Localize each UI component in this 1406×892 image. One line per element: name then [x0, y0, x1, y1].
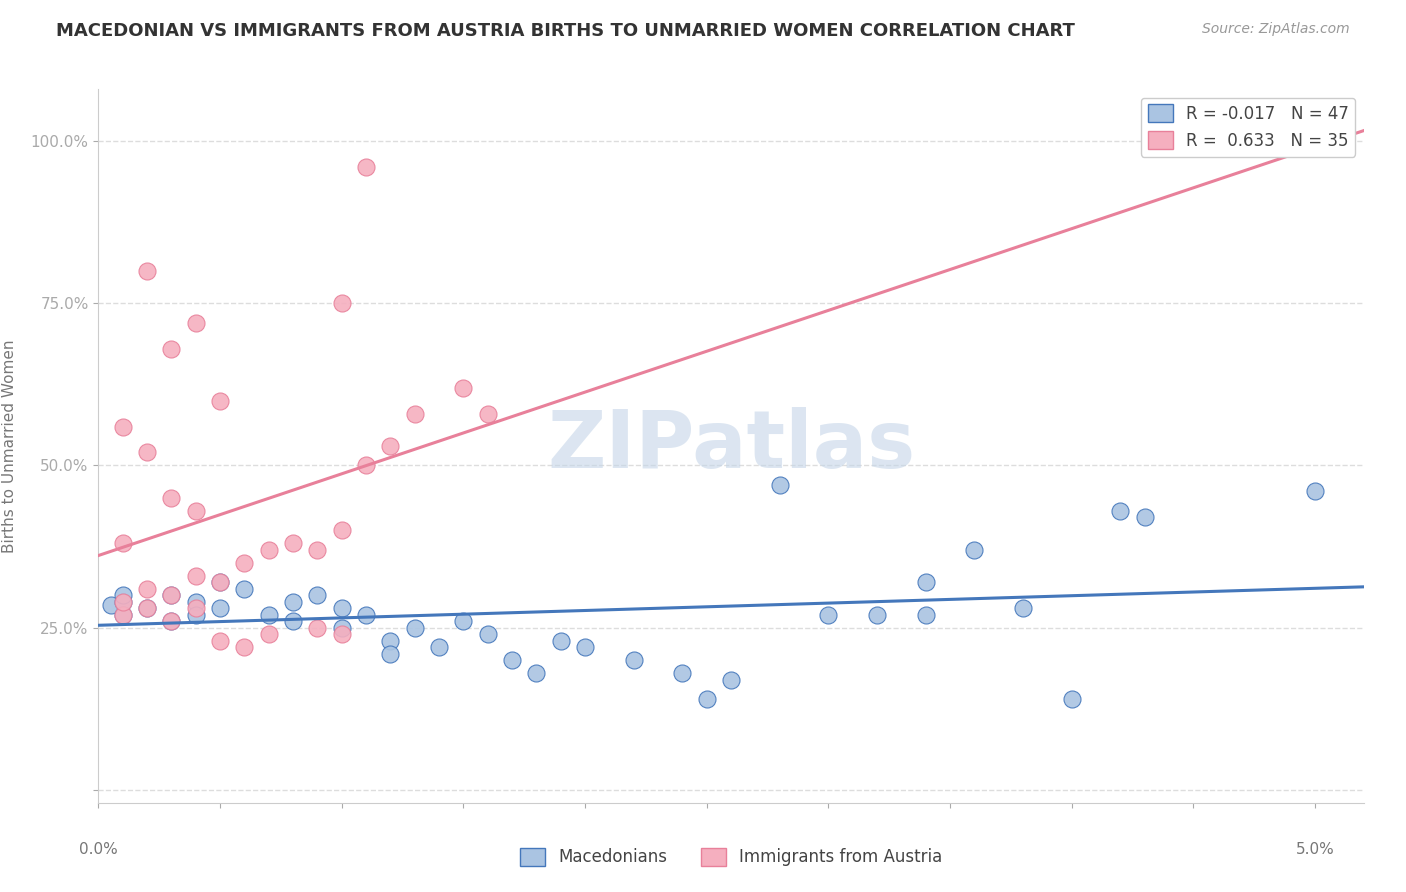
Point	[404, 407, 426, 421]
Text: 0.0%: 0.0%	[79, 842, 118, 857]
Point	[1303, 484, 1326, 499]
Point	[257, 607, 280, 622]
Point	[111, 607, 134, 622]
Point	[769, 478, 792, 492]
Point	[354, 160, 377, 174]
Point	[307, 588, 329, 602]
Point	[380, 439, 402, 453]
Point	[160, 614, 183, 628]
Point	[330, 296, 353, 310]
Point	[574, 640, 596, 654]
Point	[501, 653, 523, 667]
Point	[136, 601, 159, 615]
Point	[184, 595, 207, 609]
Point	[914, 575, 936, 590]
Point	[817, 607, 839, 622]
Point	[477, 627, 499, 641]
Point	[914, 607, 936, 622]
Point	[209, 633, 232, 648]
Point	[1133, 510, 1156, 524]
Point	[111, 607, 134, 622]
Point	[100, 598, 122, 612]
Y-axis label: Births to Unmarried Women: Births to Unmarried Women	[1, 339, 17, 553]
Point	[281, 536, 304, 550]
Text: MACEDONIAN VS IMMIGRANTS FROM AUSTRIA BIRTHS TO UNMARRIED WOMEN CORRELATION CHAR: MACEDONIAN VS IMMIGRANTS FROM AUSTRIA BI…	[56, 22, 1076, 40]
Point	[111, 536, 134, 550]
Point	[453, 381, 475, 395]
Point	[233, 556, 256, 570]
Point	[184, 568, 207, 582]
Point	[136, 264, 159, 278]
Point	[696, 692, 718, 706]
Point	[307, 542, 329, 557]
Point	[136, 601, 159, 615]
Point	[233, 582, 256, 596]
Point	[330, 524, 353, 538]
Point	[526, 666, 548, 681]
Point	[209, 575, 232, 590]
Point	[257, 542, 280, 557]
Point	[184, 504, 207, 518]
Point	[720, 673, 742, 687]
Point	[380, 633, 402, 648]
Point	[380, 647, 402, 661]
Point	[1012, 601, 1035, 615]
Point	[111, 419, 134, 434]
Point	[160, 342, 183, 356]
Point	[209, 393, 232, 408]
Point	[160, 588, 183, 602]
Point	[209, 575, 232, 590]
Point	[281, 595, 304, 609]
Point	[477, 407, 499, 421]
Point	[354, 458, 377, 473]
Point	[330, 601, 353, 615]
Point	[111, 588, 134, 602]
Point	[160, 491, 183, 505]
Point	[404, 621, 426, 635]
Point	[136, 445, 159, 459]
Point	[184, 316, 207, 330]
Point	[111, 595, 134, 609]
Text: ZIPatlas: ZIPatlas	[547, 407, 915, 485]
Point	[623, 653, 645, 667]
Point	[233, 640, 256, 654]
Point	[160, 588, 183, 602]
Point	[330, 621, 353, 635]
Point	[550, 633, 572, 648]
Point	[1060, 692, 1083, 706]
Text: Source: ZipAtlas.com: Source: ZipAtlas.com	[1202, 22, 1350, 37]
Point	[330, 627, 353, 641]
Point	[136, 582, 159, 596]
Point	[1109, 504, 1132, 518]
Point	[671, 666, 693, 681]
Legend: Macedonians, Immigrants from Austria: Macedonians, Immigrants from Austria	[513, 841, 949, 873]
Point	[354, 607, 377, 622]
Point	[184, 601, 207, 615]
Text: 5.0%: 5.0%	[1296, 842, 1334, 857]
Point	[427, 640, 450, 654]
Point	[111, 595, 134, 609]
Point	[866, 607, 889, 622]
Point	[257, 627, 280, 641]
Point	[209, 601, 232, 615]
Point	[184, 607, 207, 622]
Point	[160, 614, 183, 628]
Point	[453, 614, 475, 628]
Point	[963, 542, 986, 557]
Point	[307, 621, 329, 635]
Point	[281, 614, 304, 628]
